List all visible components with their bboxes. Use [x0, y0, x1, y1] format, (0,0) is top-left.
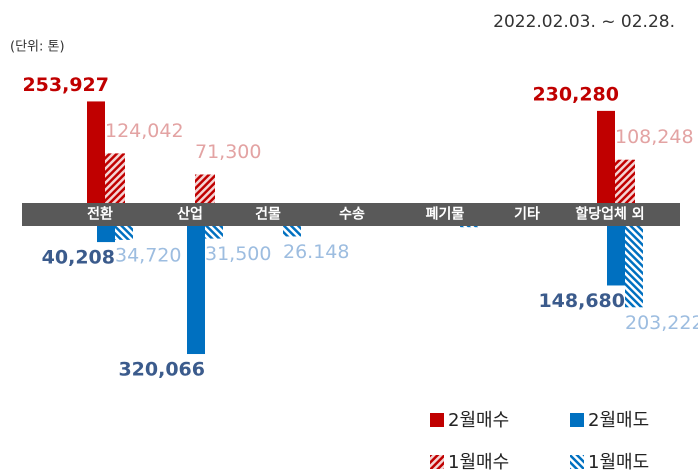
category-label: 전환 — [87, 206, 113, 223]
legend-label: 1월매수 — [448, 452, 509, 473]
bar — [97, 226, 115, 243]
value-label: 148,680 — [538, 290, 625, 312]
category-label: 할당업체 외 — [575, 206, 644, 223]
value-label: 230,280 — [532, 83, 619, 105]
bar — [195, 174, 215, 203]
bar — [115, 226, 133, 240]
category-band — [22, 203, 680, 226]
legend-label: 1월매도 — [588, 452, 649, 473]
legend-swatch — [570, 413, 584, 427]
bar — [187, 226, 205, 355]
value-label: 124,042 — [105, 120, 184, 142]
category-label: 기타 — [514, 207, 540, 223]
bar — [615, 159, 635, 203]
category-label: 폐기물 — [426, 207, 465, 223]
category-label: 산업 — [177, 206, 203, 223]
category-label: 수송 — [339, 207, 365, 223]
legend-label: 2월매도 — [588, 410, 649, 431]
unit-note: (단위: 톤) — [10, 40, 65, 55]
legend-swatch — [430, 455, 444, 469]
category-label: 건물 — [255, 206, 281, 223]
value-label: 71,300 — [195, 141, 261, 163]
bar — [87, 101, 105, 203]
value-label: 253,927 — [22, 74, 109, 96]
value-label: 34,720 — [115, 244, 181, 266]
bar — [625, 226, 643, 308]
bar — [105, 153, 125, 203]
value-label: 26.148 — [283, 241, 349, 263]
value-label: 108,248 — [615, 126, 694, 148]
value-label: 320,066 — [118, 359, 205, 381]
bar — [607, 226, 625, 286]
bar — [597, 110, 615, 203]
value-label: 203,222 — [625, 312, 698, 334]
bar — [283, 226, 301, 237]
date-range: 2022.02.03. ~ 02.28. — [493, 12, 675, 32]
legend-swatch — [570, 455, 584, 469]
bar — [205, 226, 223, 239]
bar — [460, 226, 478, 228]
legend-label: 2월매수 — [448, 410, 509, 431]
value-label: 40,208 — [42, 247, 115, 269]
value-label: 31,500 — [205, 243, 271, 265]
legend-swatch — [430, 413, 444, 427]
